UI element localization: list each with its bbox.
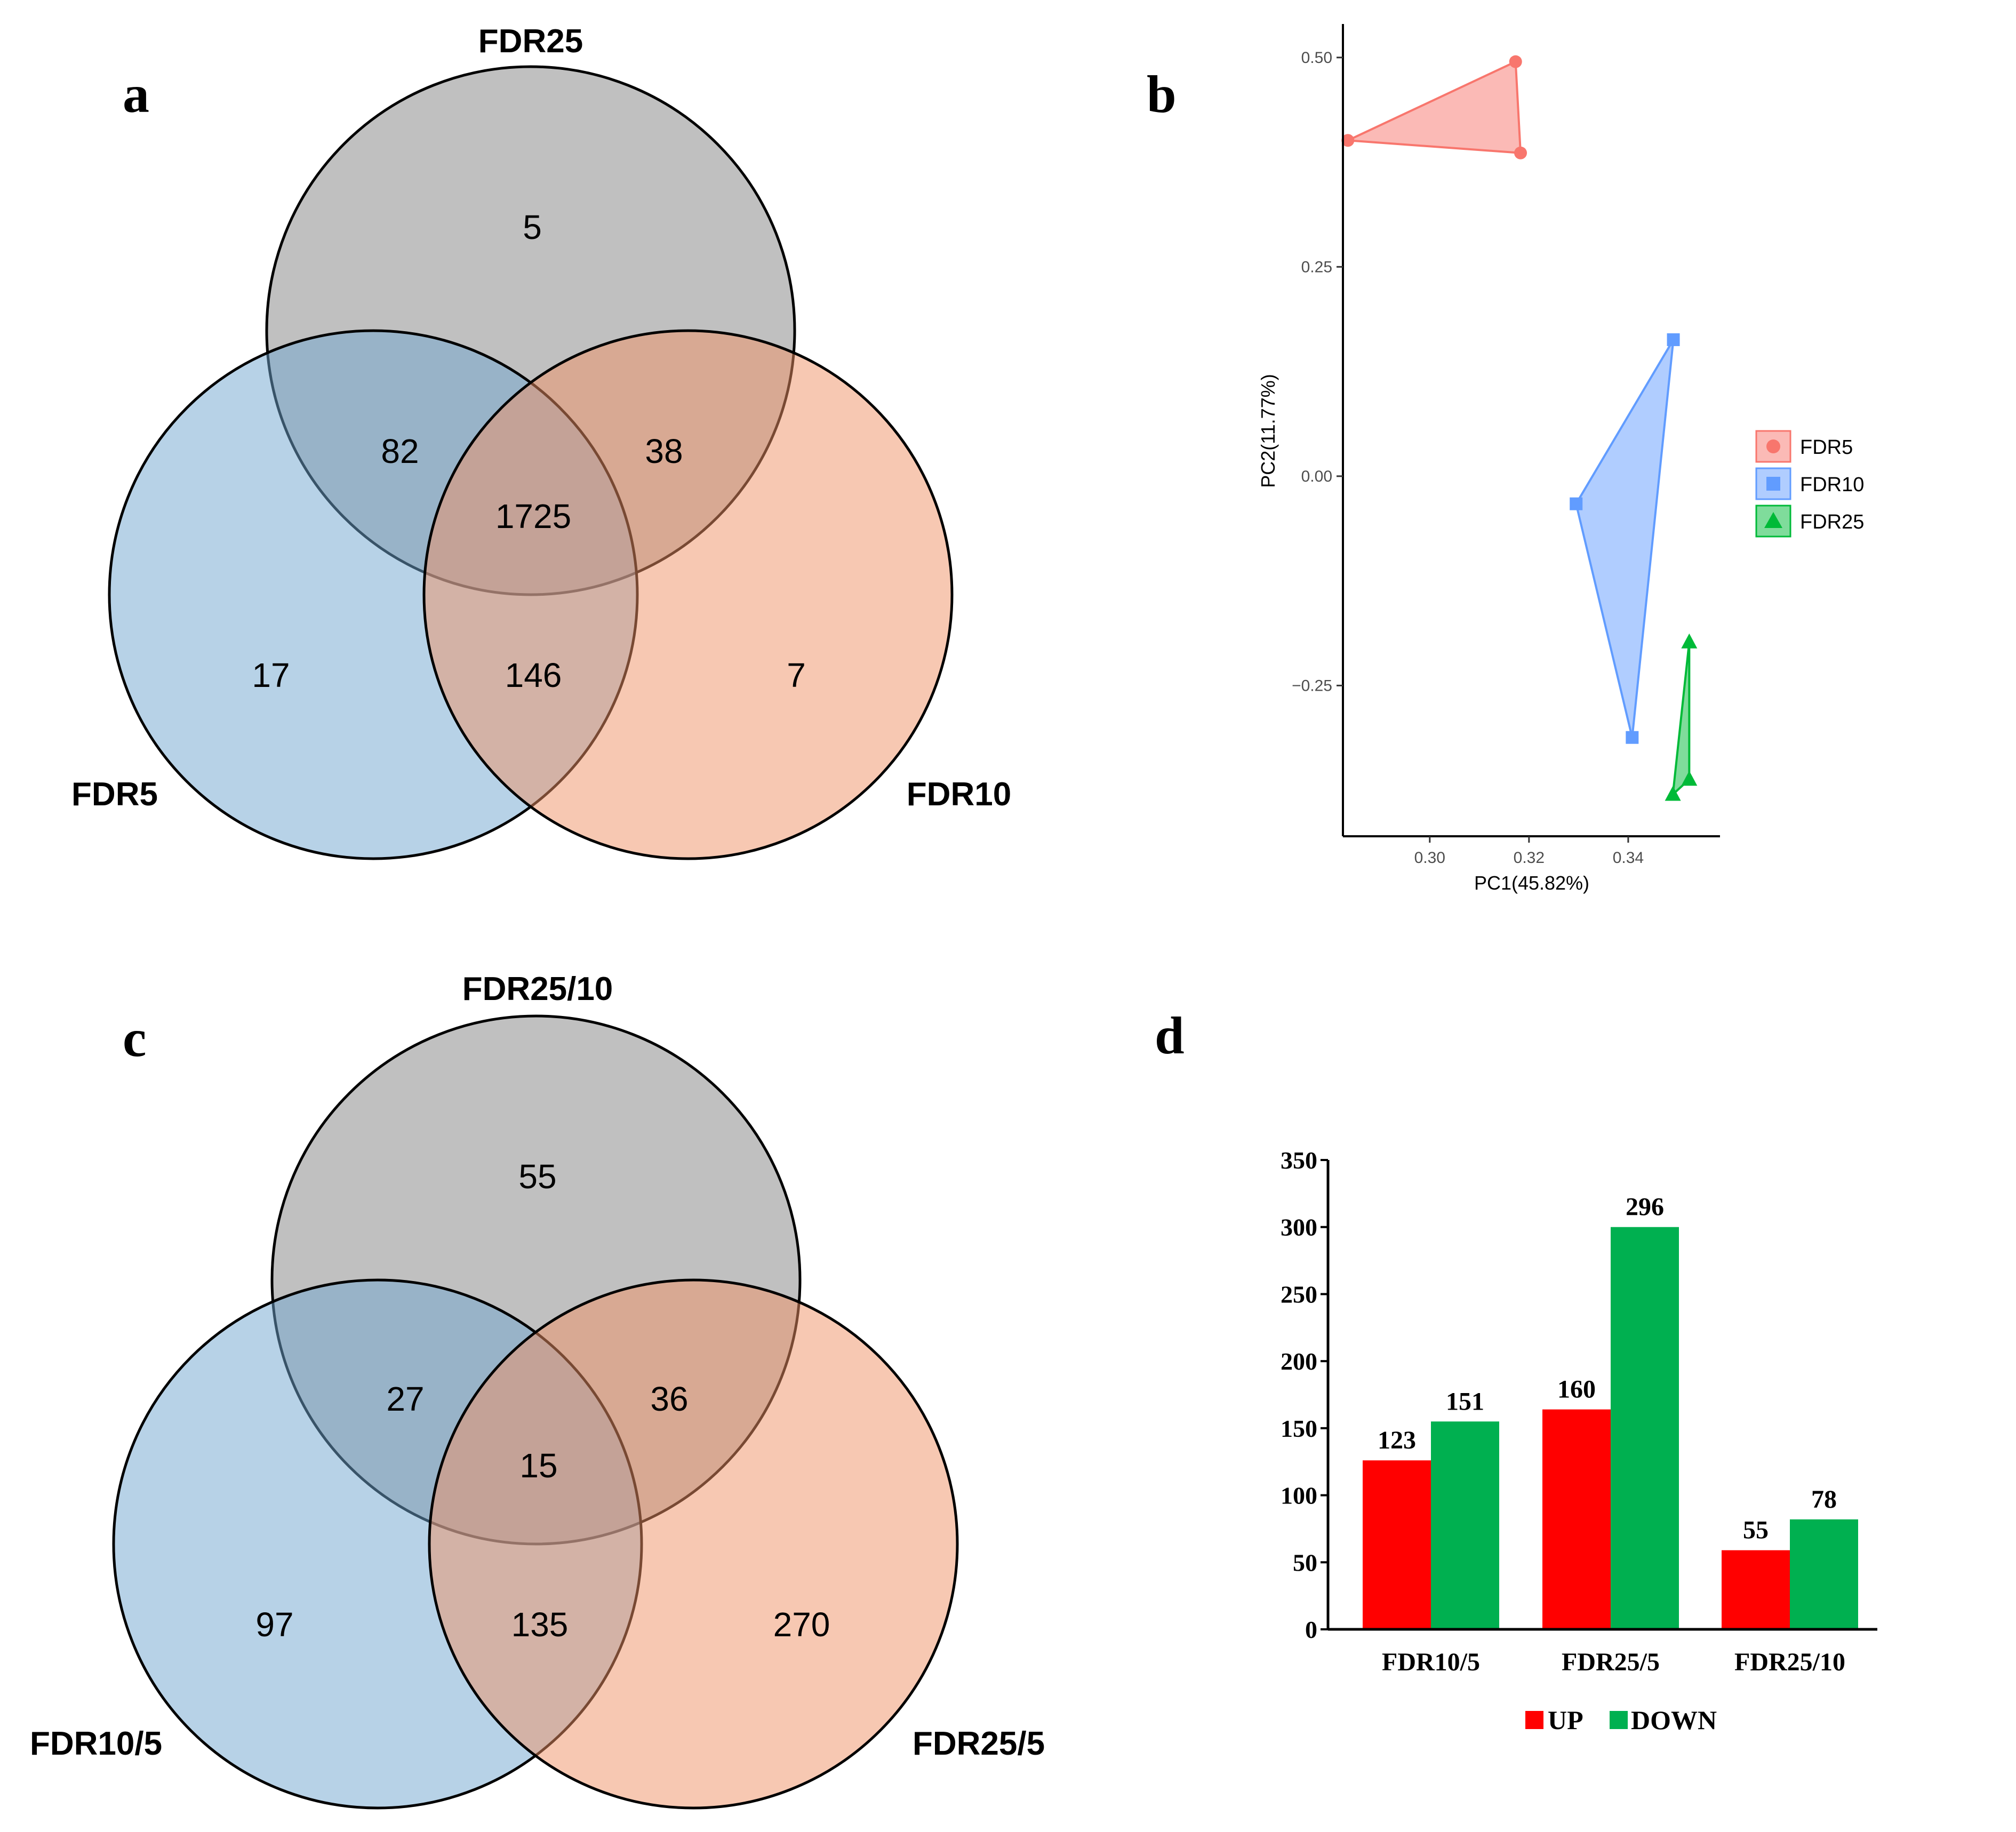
panel-b: b 0.50 0.25 0.00 −0.25 0.30 0.32 0.34 PC1(45.… [1147,24,1864,894]
venn-a-count-only-right: 7 [787,656,806,694]
pca-y-tick-label: 0.25 [1301,258,1332,276]
pca-point-fdr5-3 [1514,146,1527,159]
venn-c-count-top-right: 36 [650,1380,688,1418]
pca-legend-label-fdr25: FDR25 [1800,511,1864,533]
pca-x-tick-label: 0.30 [1414,849,1445,867]
venn-c-set-label-right: FDR25/5 [913,1725,1045,1762]
pca-y-tick-label: −0.25 [1292,677,1332,694]
bar-down-3 [1790,1519,1858,1629]
bar-category-label: FDR25/5 [1562,1648,1660,1676]
pca-x-ticks: 0.30 0.32 0.34 [1414,836,1644,867]
panel-letter-b: b [1147,65,1177,124]
pca-hulls [1343,60,1691,797]
bar-legend-key-down [1610,1711,1628,1729]
bar-y-ticks: 0 50 100 150 200 250 300 350 [1281,1147,1328,1643]
pca-y-axis-title: PC2(11.77%) [1257,374,1279,487]
bar-y-tick-label: 150 [1281,1415,1317,1442]
bar-up-1 [1363,1460,1431,1629]
pca-legend-marker-fdr10 [1766,477,1780,491]
bar-value-label-down-3: 78 [1811,1485,1837,1514]
pca-hull-fdr5 [1343,60,1522,154]
bar-y-tick-label: 300 [1281,1214,1317,1241]
pca-point-fdr5-2 [1509,55,1522,68]
bar-value-label-down-1: 151 [1446,1387,1484,1415]
venn-c-set-label-top: FDR25/10 [462,971,613,1007]
pca-legend: FDR5 FDR10 FDR25 [1755,430,1864,538]
bar-value-label-up-1: 123 [1378,1426,1416,1454]
panel-letter-a: a [123,65,149,124]
pca-point-fdr10-1 [1570,497,1583,510]
bar-value-label-down-2: 296 [1626,1193,1664,1221]
bar-value-labels: 123 151 160 296 55 78 [1378,1193,1837,1545]
panel-d: d 123 151 160 296 55 78 0 50 100 150 200 250 300 350… [1155,1006,1877,1735]
bar-value-label-up-2: 160 [1557,1375,1596,1404]
bar-legend: UP DOWN [1525,1705,1717,1735]
bar-up-2 [1542,1409,1611,1629]
pca-point-fdr25-3 [1665,786,1681,801]
venn-a-set-label-top: FDR25 [478,23,583,60]
bar-y-tick-label: 50 [1293,1549,1317,1576]
pca-x-tick-label: 0.32 [1514,849,1545,867]
pca-points [1341,55,1698,801]
pca-legend-label-fdr10: FDR10 [1800,474,1864,496]
venn-a-count-only-top: 5 [523,208,542,246]
venn-a-count-only-left: 17 [252,656,290,694]
bar-rects [1363,1227,1858,1629]
pca-x-axis-title: PC1(45.82%) [1474,872,1589,894]
venn-c-count-only-right: 270 [773,1605,830,1644]
bar-down-2 [1611,1227,1679,1629]
pca-hull-fdr25 [1671,642,1691,797]
pca-x-tick-label: 0.34 [1613,849,1644,867]
bar-legend-label-down: DOWN [1631,1705,1717,1735]
pca-point-fdr10-2 [1667,333,1680,346]
bar-y-tick-label: 100 [1281,1482,1317,1509]
pca-point-fdr25-2 [1681,771,1698,786]
pca-legend-marker-fdr25 [1764,512,1782,528]
venn-a-count-center: 1725 [495,497,571,535]
venn-c-count-center: 15 [519,1446,557,1485]
bar-y-tick-label: 250 [1281,1281,1317,1308]
bar-y-tick-label: 0 [1305,1616,1317,1643]
venn-c-count-left-right: 135 [511,1605,569,1644]
venn-c-count-only-left: 97 [255,1605,293,1644]
venn-a-circle-right [422,329,954,860]
bar-y-tick-label: 200 [1281,1348,1317,1375]
venn-a-set-label-left: FDR5 [71,776,158,813]
bar-category-label: FDR25/10 [1734,1648,1845,1676]
pca-y-ticks: 0.50 0.25 0.00 −0.25 [1292,49,1343,694]
bar-up-3 [1722,1550,1790,1629]
bar-legend-label-up: UP [1548,1705,1583,1735]
venn-c-count-only-top: 55 [518,1157,556,1196]
pca-legend-marker-fdr5 [1766,439,1780,453]
pca-y-tick-label: 0.00 [1301,468,1332,485]
panel-letter-d: d [1155,1006,1185,1065]
pca-point-fdr5-1 [1341,134,1355,147]
bar-down-1 [1431,1421,1499,1629]
bar-y-tick-label: 350 [1281,1147,1317,1174]
pca-point-fdr25-1 [1681,633,1698,649]
venn-a-count-top-left: 82 [381,432,419,470]
bar-value-label-up-3: 55 [1743,1516,1769,1545]
pca-point-fdr10-3 [1626,731,1639,744]
panel-c: c FDR25/10 FDR10/5 FDR25/5 55 27 36 15 9… [30,971,1045,1810]
panel-a: a FDR25 FDR5 FDR10 5 82 38 1725 17 146 7 [71,23,1011,860]
pca-legend-label-fdr5: FDR5 [1800,436,1853,459]
pca-y-tick-label: 0.50 [1301,49,1332,67]
venn-a-count-left-right: 146 [505,656,562,694]
bar-category-labels: FDR10/5 FDR25/5 FDR25/10 [1382,1648,1845,1676]
venn-a-set-label-right: FDR10 [907,776,1011,813]
panel-letter-c: c [123,1009,146,1068]
venn-c-set-label-left: FDR10/5 [30,1725,162,1762]
venn-c-count-top-left: 27 [386,1380,424,1418]
venn-a-count-top-right: 38 [645,432,683,470]
pca-hull-fdr10 [1575,339,1675,738]
bar-category-label: FDR10/5 [1382,1648,1480,1676]
venn-c-circle-right [428,1278,959,1810]
bar-legend-key-up [1525,1711,1543,1729]
